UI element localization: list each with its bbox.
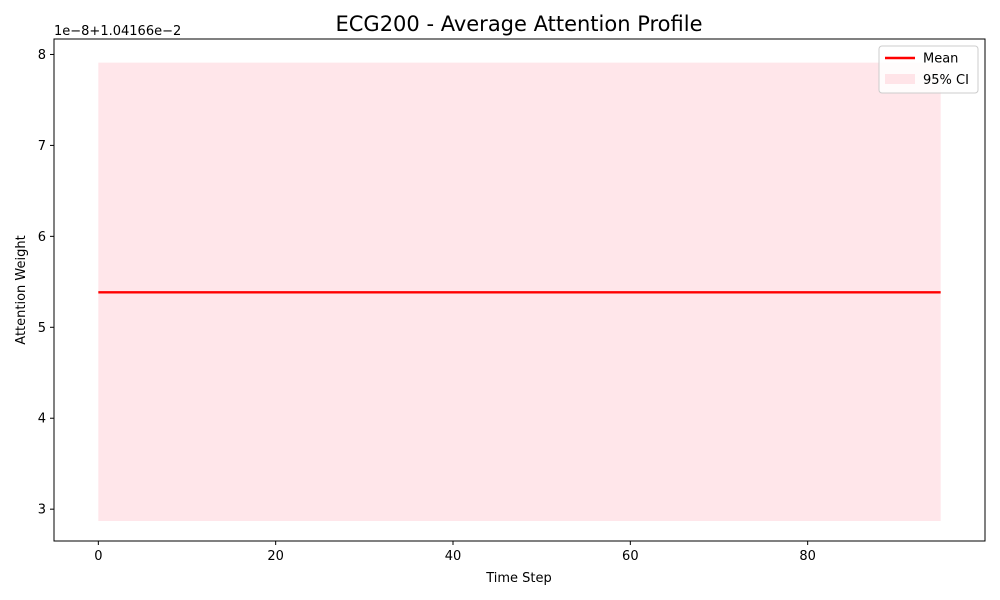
x-axis-label: Time Step: [485, 571, 552, 586]
y-tick-label: 4: [38, 412, 46, 427]
x-tick-label: 20: [267, 549, 284, 564]
x-axis: 0 20 40 60 80: [94, 541, 816, 564]
legend-ci-swatch: [885, 74, 915, 84]
y-axis: 3 4 5 6 7 8: [38, 48, 54, 518]
y-tick-label: 3: [38, 503, 46, 518]
y-tick-label: 5: [38, 321, 46, 336]
plot-area: [98, 62, 941, 521]
x-tick-label: 0: [94, 549, 102, 564]
y-tick-label: 8: [38, 48, 46, 63]
chart-title: ECG200 - Average Attention Profile: [335, 12, 702, 36]
legend-mean-label: Mean: [923, 52, 958, 67]
y-tick-label: 7: [38, 139, 46, 154]
y-axis-label: Attention Weight: [14, 235, 29, 344]
x-tick-label: 60: [622, 549, 639, 564]
x-tick-label: 40: [445, 549, 462, 564]
legend-ci-label: 95% CI: [923, 73, 969, 88]
plot-frame: [53, 38, 986, 542]
y-axis-offset-label: 1e−8+1.04166e−2: [54, 24, 181, 39]
y-tick-label: 6: [38, 230, 46, 245]
x-tick-label: 80: [799, 549, 816, 564]
legend: Mean 95% CI: [878, 45, 979, 94]
